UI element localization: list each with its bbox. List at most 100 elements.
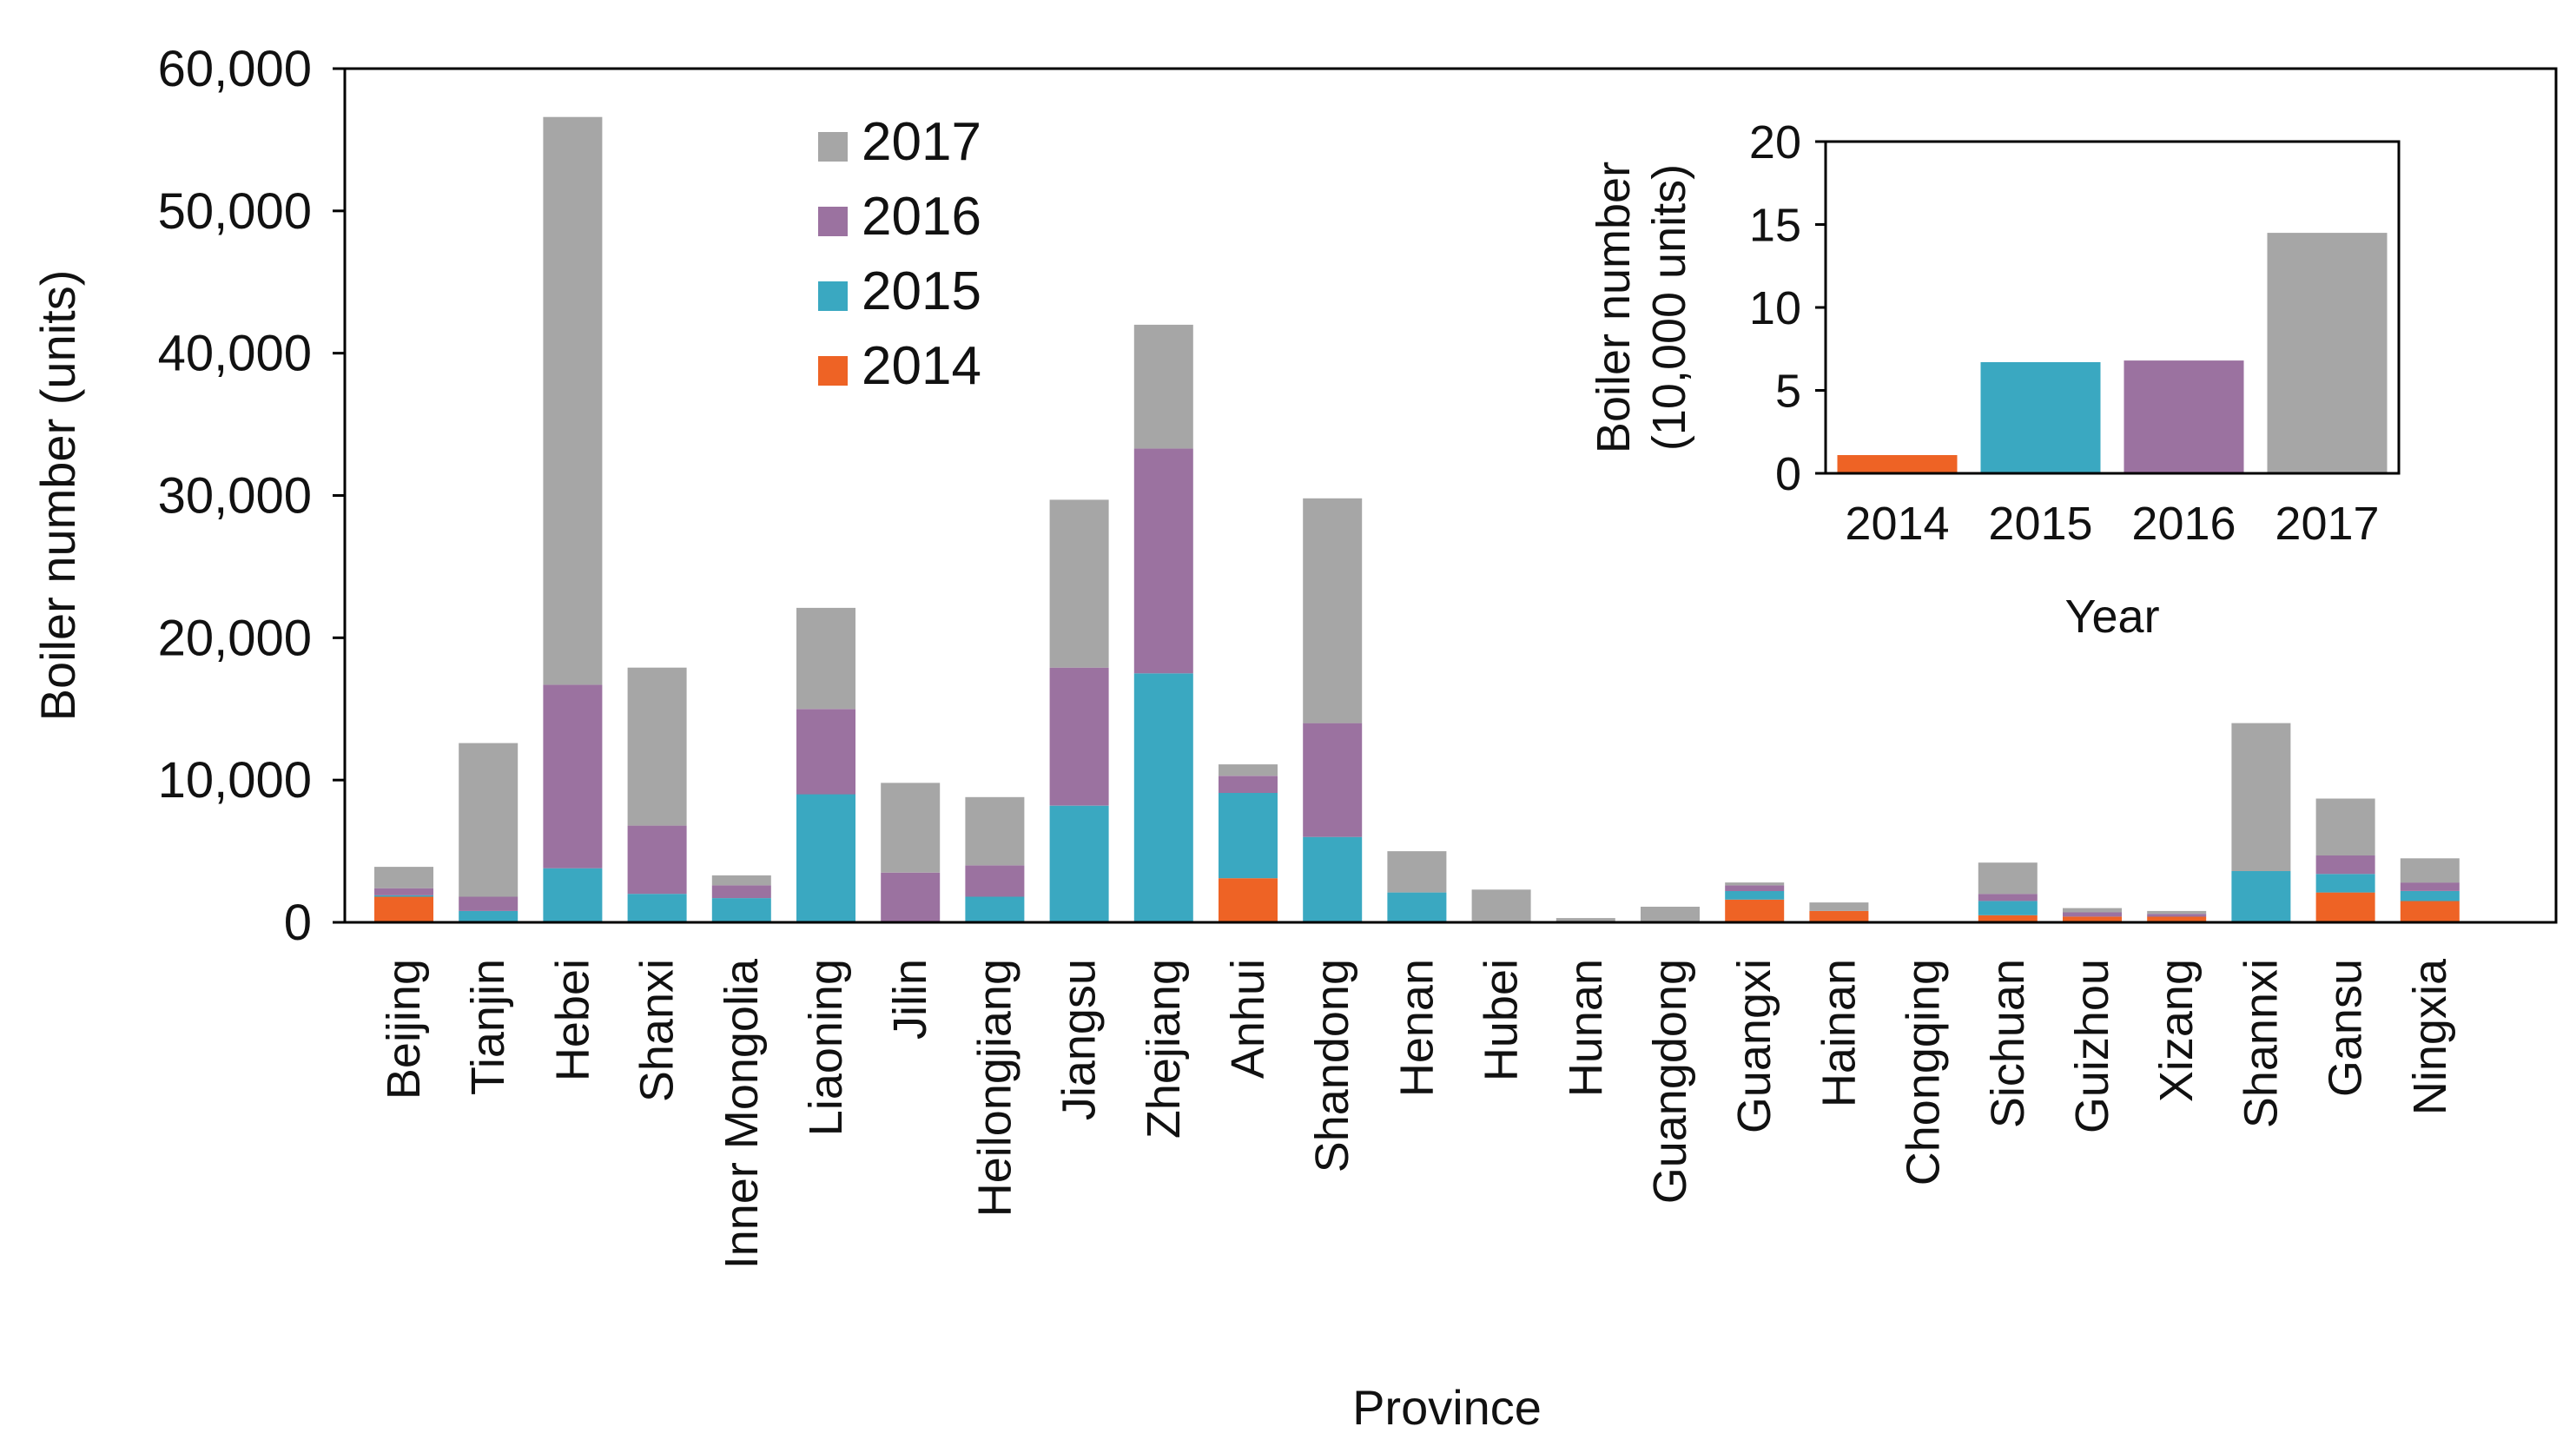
inset-x-tick-label: 2015 (1988, 498, 2092, 550)
bar-heilongjiang-2016 (965, 865, 1025, 897)
bar-tianjin-2017 (459, 743, 519, 897)
x-tick-label: Hebei (546, 959, 598, 1081)
bar-shanxi-2017 (627, 667, 687, 826)
x-tick-label: Guizhou (2066, 959, 2118, 1133)
bar-guangxi-2017 (1725, 882, 1785, 886)
bar-jilin-2017 (881, 783, 941, 873)
x-tick-label: Inner Mongolia (716, 958, 768, 1269)
x-tick-label: Jilin (884, 959, 936, 1040)
bar-beijing-2017 (374, 867, 433, 888)
bar-shandong-2016 (1303, 723, 1363, 837)
inset-y-tick-label: 20 (1749, 116, 1801, 168)
bar-jiangsu-2015 (1049, 805, 1109, 922)
x-tick-label: Liaoning (800, 959, 852, 1136)
inset-x-tick-label: 2016 (2131, 498, 2236, 550)
bar-anhui-2017 (1219, 764, 1278, 776)
bar-tianjin-2015 (459, 910, 519, 922)
bar-guangxi-2014 (1725, 899, 1785, 922)
inset-y-tick-label: 5 (1775, 366, 1801, 418)
x-tick-label: Zhejiang (1138, 959, 1190, 1139)
bar-jiangsu-2016 (1049, 667, 1109, 806)
bar-sichuan-2017 (1978, 862, 2038, 895)
bar-shandong-2015 (1303, 836, 1363, 922)
legend-label-2017: 2017 (862, 112, 981, 172)
inset-y-tick-label: 0 (1775, 448, 1801, 500)
bar-hubei-2017 (1471, 889, 1531, 922)
x-tick-label: Jiangsu (1054, 959, 1106, 1120)
legend-label-2014: 2014 (862, 336, 981, 396)
bar-shanxi-2015 (627, 894, 687, 922)
x-tick-label: Shanxi (631, 959, 684, 1102)
bar-guizhou-2017 (2063, 908, 2122, 913)
bar-henan-2017 (1387, 851, 1447, 893)
bar-zhejiang-2017 (1133, 324, 1193, 449)
y-tick-label: 0 (284, 895, 312, 951)
inset-y-tick-label: 10 (1749, 282, 1801, 334)
x-tick-label: Guangxi (1728, 959, 1780, 1133)
bar-heilongjiang-2017 (965, 796, 1025, 866)
bar-hunan-2017 (1556, 918, 1615, 922)
bar-zhejiang-2015 (1133, 673, 1193, 922)
bar-gansu-2016 (2315, 855, 2375, 875)
bar-sichuan-2014 (1978, 915, 2038, 922)
legend-swatch-2017 (818, 132, 848, 162)
bar-shandong-2017 (1303, 498, 1363, 723)
bar-guizhou-2014 (2063, 916, 2122, 922)
bar-liaoning-2015 (796, 794, 855, 922)
inset-y-tick-label: 15 (1749, 200, 1801, 252)
bar-jilin-2016 (881, 872, 941, 922)
bar-inner-mongolia-2015 (711, 898, 771, 922)
bar-xizang-2014 (2147, 916, 2207, 922)
bar-guizhou-2016 (2063, 912, 2122, 917)
bar-jiangsu-2017 (1049, 499, 1109, 668)
bar-hebei-2016 (543, 684, 603, 868)
x-tick-label: Henan (1390, 959, 1443, 1097)
inset-x-tick-label: 2014 (1845, 498, 1949, 550)
x-tick-label: Shandong (1306, 959, 1358, 1172)
y-tick-label: 20,000 (158, 610, 312, 666)
bar-henan-2015 (1387, 892, 1447, 922)
y-axis-title: Boiler number (units) (30, 270, 85, 722)
x-tick-label: Hubei (1476, 959, 1528, 1081)
bar-hainan-2017 (1809, 902, 1869, 911)
inset-bar-2015 (1980, 362, 2101, 473)
x-tick-label: Beijing (378, 959, 430, 1100)
y-tick-label: 30,000 (158, 468, 312, 525)
main-bars (374, 116, 2460, 922)
bar-hebei-2015 (543, 868, 603, 922)
bar-gansu-2014 (2315, 892, 2375, 922)
x-tick-label: Sichuan (1982, 959, 2034, 1128)
inset-y-axis-title: Boiler number (1588, 162, 1640, 453)
bar-beijing-2015 (374, 895, 433, 897)
x-tick-label: Gansu (2320, 959, 2372, 1097)
bar-guangdong-2017 (1641, 907, 1700, 922)
legend-swatch-2014 (818, 356, 848, 386)
bar-hebei-2017 (543, 116, 603, 685)
legend-label-2016: 2016 (862, 187, 981, 247)
bar-shanxi-2016 (627, 825, 687, 895)
bar-anhui-2015 (1219, 792, 1278, 879)
bar-zhejiang-2016 (1133, 448, 1193, 674)
main-legend: 2017 2016 2015 2014 (818, 112, 981, 396)
legend-label-2015: 2015 (862, 261, 981, 321)
bar-gansu-2015 (2315, 874, 2375, 893)
bar-hainan-2014 (1809, 910, 1869, 922)
inset-chart: 2014 2015 2016 2017 0 5 10 15 20 Year Boiler numbe… (1588, 116, 2401, 643)
inset-bar-2016 (2124, 360, 2244, 473)
bar-anhui-2014 (1219, 878, 1278, 922)
inset-bar-2017 (2267, 233, 2388, 473)
bar-ningxia-2016 (2400, 882, 2460, 891)
bar-sichuan-2015 (1978, 901, 2038, 915)
y-tick-label: 10,000 (158, 752, 312, 809)
bar-shannxi-2017 (2231, 723, 2291, 871)
y-tick-label: 40,000 (158, 326, 312, 382)
bar-liaoning-2017 (796, 607, 855, 710)
bar-beijing-2016 (374, 888, 433, 895)
x-tick-label: Shannxi (2235, 959, 2287, 1128)
x-tick-label: Tianjin (462, 959, 514, 1095)
inset-x-axis-title: Year (2064, 591, 2159, 643)
bar-guangxi-2016 (1725, 885, 1785, 891)
x-tick-label: Xizang (2150, 959, 2203, 1102)
